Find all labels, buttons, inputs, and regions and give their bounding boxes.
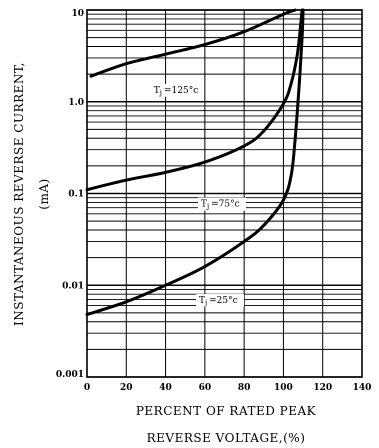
y-tick-label: 10 [71, 9, 84, 19]
series-label-text: Tj =75°c [201, 200, 240, 211]
x-axis-title-line2: REVERSE VOLTAGE,(%) [147, 431, 306, 445]
series-label-backdrop [197, 197, 246, 211]
series-label-text: Tj =125°c [154, 86, 198, 97]
y-axis-title-line2: (mA) [37, 178, 51, 209]
series-label-1: Tj =125°c [150, 83, 199, 97]
grid [87, 9, 362, 378]
x-tick-label: 120 [313, 383, 332, 393]
x-tick-label: 140 [353, 383, 372, 393]
x-tick-label: 60 [199, 383, 212, 393]
y-tick-label: 0.1 [68, 190, 84, 200]
x-tick-label: 80 [238, 383, 251, 393]
series-label-backdrop [195, 294, 244, 308]
series-label-3: Tj =25°c [195, 294, 244, 308]
plot-border [86, 9, 363, 378]
y-tick-label: 0.001 [56, 370, 84, 380]
y-tick-label: 0.01 [62, 281, 84, 291]
x-tick-labels: 0 20 40 60 80 100 120 140 [84, 383, 372, 393]
series-line-1 [89, 8, 297, 78]
y-axis-title-line1: INSTANTANEOUS REVERSE CURRENT, [12, 62, 26, 326]
x-tick-label: 20 [120, 383, 133, 393]
series-line-2 [85, 8, 304, 192]
x-tick-label: 0 [84, 383, 90, 393]
x-tick-label: 100 [274, 383, 293, 393]
y-tick-labels: 0.001 0.01 0.1 1.0 10 [56, 9, 84, 380]
x-axis-title-line1: PERCENT OF RATED PEAK [136, 404, 317, 418]
y-tick-label: 1.0 [68, 98, 84, 108]
x-tick-label: 40 [159, 383, 172, 393]
series-label-2: Tj =75°c [197, 197, 246, 211]
curves [85, 8, 305, 316]
curve-labels: Tj =125°c Tj =75°c Tj =25°c [150, 83, 246, 308]
series-label-text: Tj =25°c [199, 296, 238, 307]
series-label-backdrop [150, 83, 199, 97]
series-line-3 [85, 8, 305, 316]
